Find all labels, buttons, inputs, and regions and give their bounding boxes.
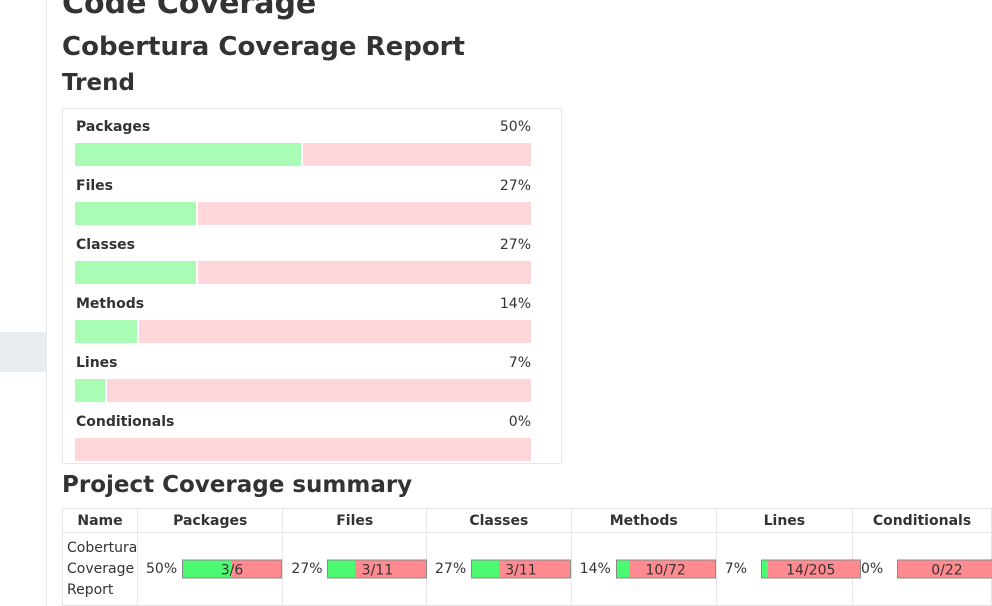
packages-cell: 50% 3/6 xyxy=(136,532,284,606)
column-header-methods: Methods xyxy=(570,508,717,533)
column-header-classes: Classes xyxy=(426,508,572,533)
sidebar-active-item[interactable] xyxy=(0,332,46,372)
metric-count: 10/72 xyxy=(645,562,686,579)
metric-bar-fill xyxy=(761,560,769,578)
trend-row-packages: Packages 50% xyxy=(75,119,531,173)
metric-percent: 50% xyxy=(146,561,178,577)
trend-bar xyxy=(75,438,531,461)
metric-count: 0/22 xyxy=(931,562,963,579)
trend-bar xyxy=(75,261,531,284)
column-header-name: Name xyxy=(62,508,138,533)
trend-bar-fill xyxy=(75,379,107,402)
metric-count: 3/6 xyxy=(220,562,244,579)
metric-bar: 3/11 xyxy=(327,559,428,579)
trend-bar xyxy=(75,202,531,225)
metric-bar-fill xyxy=(328,560,356,578)
metric-bar-fill xyxy=(616,560,631,578)
trend-label: Files xyxy=(76,178,113,194)
column-header-conditionals: Conditionals xyxy=(851,508,992,533)
metric-count: 14/205 xyxy=(786,562,836,579)
trend-row-classes: Classes 27% xyxy=(75,237,531,291)
metric-percent: 0% xyxy=(860,561,884,577)
trend-percent: 27% xyxy=(499,178,531,194)
trend-bar xyxy=(75,143,531,166)
metric-percent: 7% xyxy=(724,561,747,577)
page-title: Code Coverage xyxy=(62,0,317,21)
report-name-link[interactable]: Cobertura Coverage Report xyxy=(67,539,138,598)
metric-bar: 3/11 xyxy=(471,559,571,579)
table-header-row: Name Packages Files Classes Methods Line… xyxy=(62,508,992,533)
classes-cell: 27% 3/11 xyxy=(426,532,572,606)
trend-label: Lines xyxy=(76,355,118,371)
sidebar xyxy=(0,0,47,606)
report-title: Cobertura Coverage Report xyxy=(62,32,465,62)
trend-bar-fill xyxy=(75,143,303,166)
metric-percent: 14% xyxy=(579,561,611,577)
files-cell: 27% 3/11 xyxy=(282,532,428,606)
trend-percent: 14% xyxy=(499,296,531,312)
trend-row-conditionals: Conditionals 0% xyxy=(75,414,531,468)
summary-heading: Project Coverage summary xyxy=(62,472,413,498)
conditionals-cell: 0% 0/22 xyxy=(851,532,992,606)
lines-cell: 7% 14/205 xyxy=(715,532,861,606)
trend-bar-fill xyxy=(75,320,139,343)
metric-bar-fill xyxy=(183,560,232,578)
trend-heading: Trend xyxy=(62,70,135,96)
coverage-summary-table: Name Packages Files Classes Methods Line… xyxy=(62,508,992,606)
metric-bar: 0/22 xyxy=(896,559,992,579)
trend-row-files: Files 27% xyxy=(75,178,531,232)
metric-count: 3/11 xyxy=(505,562,537,579)
metric-percent: 27% xyxy=(291,561,323,577)
methods-cell: 14% 10/72 xyxy=(570,532,717,606)
trend-row-lines: Lines 7% xyxy=(75,355,531,409)
metric-bar-fill xyxy=(472,560,499,578)
trend-label: Methods xyxy=(76,296,145,312)
metric-percent: 27% xyxy=(435,561,467,577)
trend-percent: 0% xyxy=(508,414,531,430)
trend-percent: 7% xyxy=(508,355,531,371)
column-header-packages: Packages xyxy=(136,508,284,533)
trend-bar xyxy=(75,320,531,343)
metric-bar: 10/72 xyxy=(615,559,716,579)
trend-bar-fill xyxy=(75,261,199,284)
trend-label: Conditionals xyxy=(76,414,175,430)
trend-panel: Packages 50% Files 27% Classes 27% Metho… xyxy=(62,108,562,464)
trend-percent: 27% xyxy=(499,237,531,253)
trend-label: Packages xyxy=(76,119,151,135)
trend-label: Classes xyxy=(76,237,136,253)
main-content: Code Coverage Cobertura Coverage Report … xyxy=(62,0,992,606)
table-row: Cobertura Coverage Report 50% 3/6 27% 3/… xyxy=(62,532,992,606)
trend-row-methods: Methods 14% xyxy=(75,296,531,350)
metric-count: 3/11 xyxy=(361,562,394,579)
trend-bar-fill xyxy=(75,202,199,225)
metric-bar: 3/6 xyxy=(182,559,282,579)
trend-bar xyxy=(75,379,531,402)
report-name-cell: Cobertura Coverage Report xyxy=(62,532,138,606)
column-header-lines: Lines xyxy=(715,508,853,533)
column-header-files: Files xyxy=(282,508,427,533)
metric-bar: 14/205 xyxy=(760,559,861,579)
trend-percent: 50% xyxy=(499,119,531,135)
